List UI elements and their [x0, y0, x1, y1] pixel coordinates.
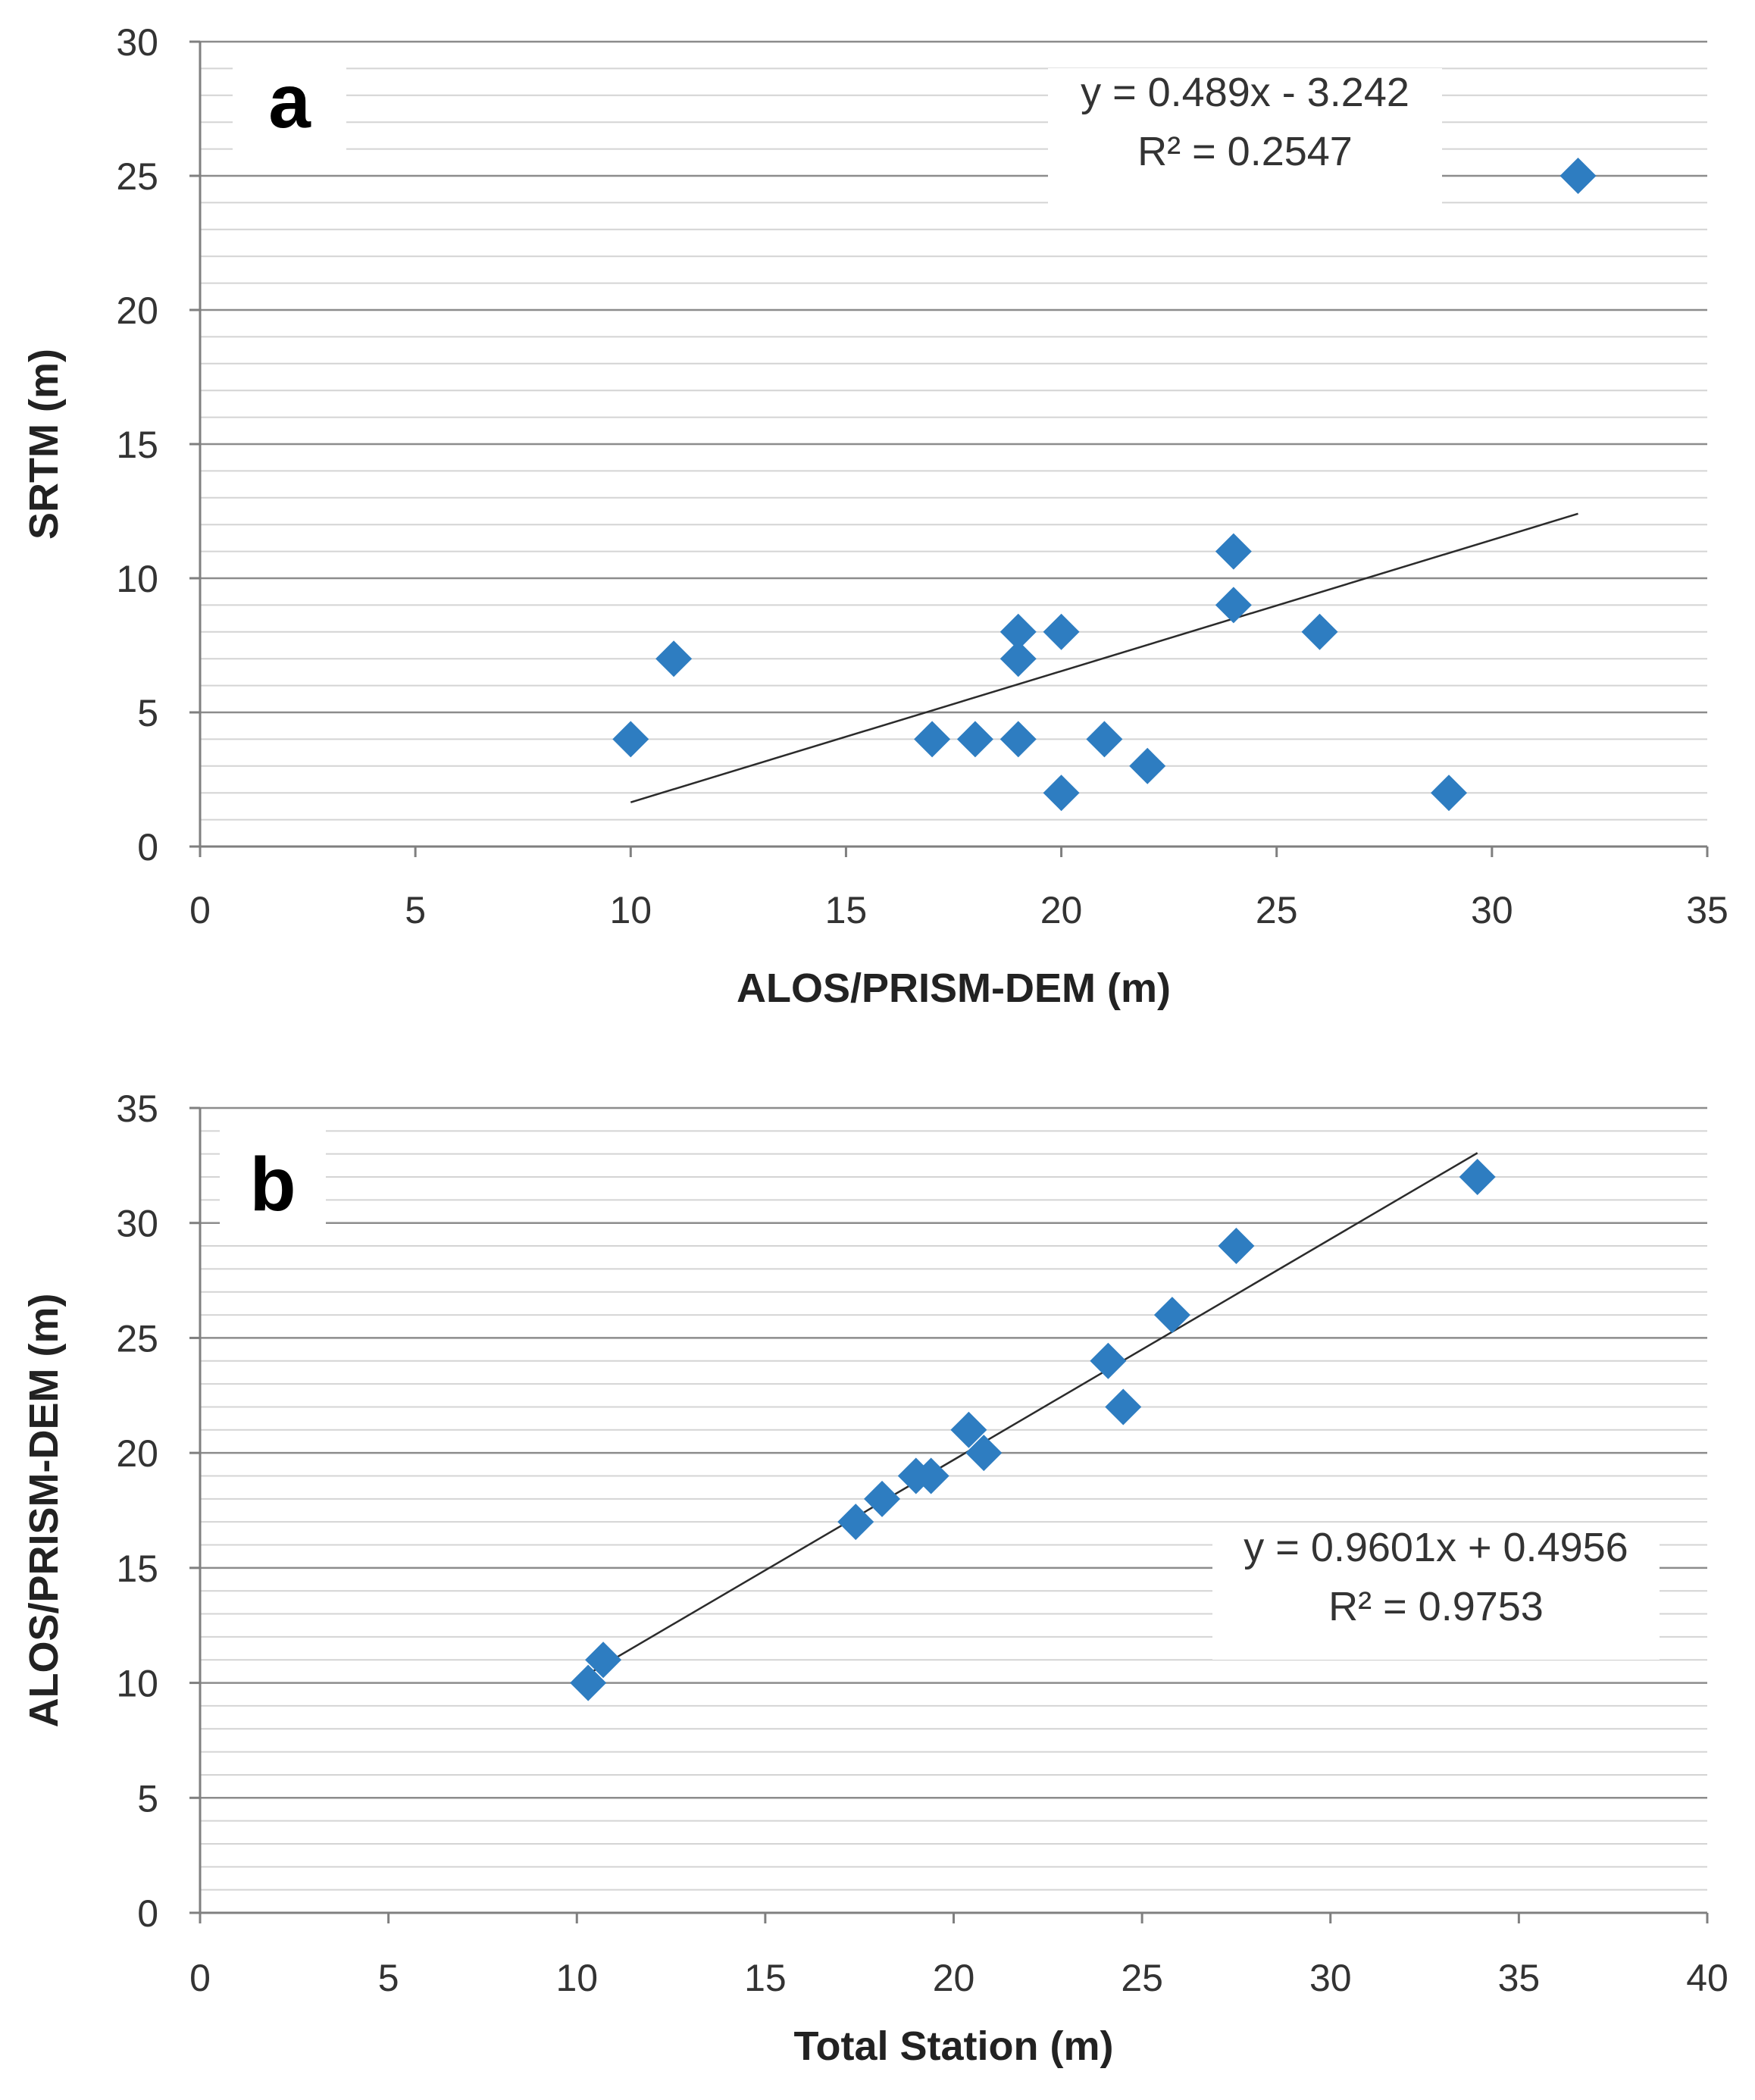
data-point — [864, 1480, 901, 1517]
y-tick-label: 15 — [116, 1548, 158, 1590]
data-point — [1000, 640, 1037, 678]
x-tick-label: 35 — [1686, 889, 1728, 931]
data-point — [956, 721, 993, 758]
data-point — [912, 1457, 949, 1494]
data-point — [965, 1435, 1003, 1472]
chart-a-x-axis-title: ALOS/PRISM-DEM (m) — [737, 965, 1171, 1011]
y-tick-label: 35 — [116, 1088, 158, 1130]
data-point — [1129, 747, 1166, 784]
y-tick-label: 25 — [116, 155, 158, 198]
y-tick-label: 15 — [116, 424, 158, 466]
y-tick-label: 5 — [137, 1777, 158, 1820]
data-point — [1459, 1159, 1496, 1196]
data-point — [1559, 158, 1597, 194]
data-point — [612, 721, 649, 758]
data-point — [1090, 1342, 1127, 1379]
data-point — [1086, 721, 1123, 758]
data-point — [1043, 775, 1080, 812]
chart-b-axes — [189, 1106, 1709, 1923]
data-point — [1431, 775, 1468, 812]
x-tick-label: 10 — [555, 1957, 598, 1999]
y-tick-label: 10 — [116, 558, 158, 600]
chart-b-tick-labels: 0 5 10 15 20 25 30 35 40 0 5 10 15 20 25 30 35 — [116, 1088, 1728, 1999]
data-point — [914, 721, 951, 758]
x-tick-label: 20 — [933, 1957, 975, 1999]
y-tick-label: 10 — [116, 1663, 158, 1705]
chart-b-panel-label-box: b — [220, 1127, 326, 1241]
chart-a-points — [612, 158, 1597, 812]
chart-a-tick-labels: 0 5 10 15 20 25 30 35 0 5 10 15 20 25 30 — [116, 21, 1728, 931]
chart-a-y-axis-title: SRTM (m) — [21, 349, 67, 540]
data-point — [1043, 613, 1080, 650]
x-tick-label: 40 — [1686, 1957, 1728, 1999]
chart-panel-b: 0 5 10 15 20 25 30 35 40 0 5 10 15 20 25 30 35 y = 0.960… — [21, 1088, 1728, 2069]
chart-b-equation: y = 0.9601x + 0.4956 — [1244, 1525, 1628, 1570]
x-tick-label: 5 — [405, 889, 426, 931]
y-tick-label: 20 — [116, 1432, 158, 1475]
y-tick-label: 20 — [116, 289, 158, 332]
y-tick-label: 30 — [116, 1203, 158, 1245]
chart-b-gridlines — [200, 1106, 1707, 1891]
data-point — [1218, 1228, 1255, 1265]
chart-b-trendline — [587, 1152, 1478, 1675]
chart-b-y-axis-title: ALOS/PRISM-DEM (m) — [21, 1294, 67, 1728]
data-point — [1215, 587, 1252, 624]
chart-a-panel-label: a — [268, 59, 311, 144]
chart-b-trendline-group — [587, 1152, 1478, 1675]
x-tick-label: 5 — [378, 1957, 399, 1999]
chart-a-equation-box: y = 0.489x - 3.242 R² = 0.2547 — [1048, 68, 1442, 205]
chart-b-equation-box: y = 0.9601x + 0.4956 R² = 0.9753 — [1212, 1523, 1660, 1660]
x-tick-label: 30 — [1309, 1957, 1352, 1999]
chart-a-axes — [189, 40, 1709, 857]
data-point — [1000, 613, 1037, 650]
data-point — [655, 640, 693, 678]
chart-b-points — [570, 1159, 1496, 1701]
x-tick-label: 35 — [1498, 1957, 1541, 1999]
chart-a-trendline — [630, 512, 1578, 803]
data-point — [1000, 721, 1037, 758]
x-tick-label: 25 — [1121, 1957, 1163, 1999]
data-point — [585, 1642, 622, 1679]
chart-a-gridlines — [200, 40, 1707, 821]
y-tick-label: 5 — [137, 692, 158, 734]
data-point — [950, 1411, 987, 1448]
x-tick-label: 30 — [1471, 889, 1513, 931]
data-point — [1105, 1388, 1142, 1426]
x-tick-label: 0 — [189, 889, 211, 931]
chart-b-x-axis-title: Total Station (m) — [794, 2023, 1114, 2069]
data-point — [837, 1504, 874, 1541]
x-tick-label: 25 — [1256, 889, 1298, 931]
chart-a-r-squared: R² = 0.2547 — [1137, 129, 1353, 174]
data-point — [1215, 533, 1252, 570]
x-tick-label: 10 — [609, 889, 652, 931]
data-point — [1301, 613, 1338, 650]
x-tick-label: 0 — [189, 1957, 211, 1999]
chart-a-equation: y = 0.489x - 3.242 — [1081, 70, 1409, 115]
y-tick-label: 25 — [116, 1317, 158, 1360]
chart-b-r-squared: R² = 0.9753 — [1328, 1584, 1544, 1629]
x-tick-label: 15 — [744, 1957, 787, 1999]
chart-panel-a: 0 5 10 15 20 25 30 35 0 5 10 15 20 25 30 y = 0.489x - … — [21, 21, 1728, 1011]
chart-a-panel-label-box: a — [233, 44, 346, 158]
x-tick-label: 15 — [825, 889, 868, 931]
chart-a-trendline-group — [630, 512, 1578, 803]
chart-b-panel-label: b — [249, 1142, 296, 1227]
y-tick-label: 30 — [116, 21, 158, 64]
y-tick-label: 0 — [137, 1892, 158, 1935]
data-point — [570, 1664, 607, 1701]
y-tick-label: 0 — [137, 826, 158, 868]
x-tick-label: 20 — [1040, 889, 1083, 931]
data-point — [1153, 1297, 1190, 1334]
